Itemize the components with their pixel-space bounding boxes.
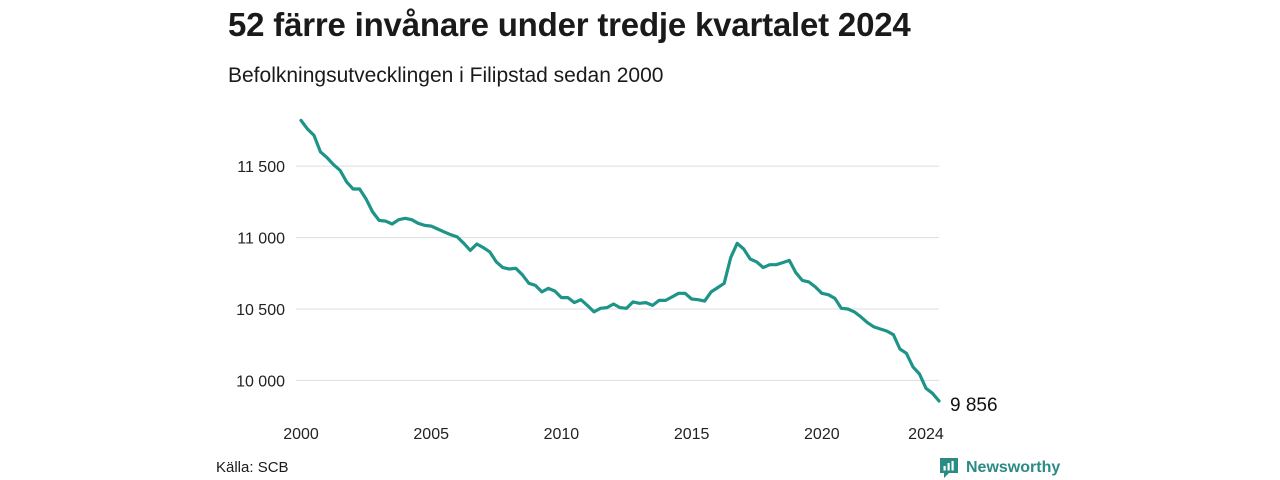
- grid-lines: [296, 165, 939, 381]
- newsworthy-logo-icon: [940, 458, 958, 478]
- chart-subtitle: Befolkningsutvecklingen i Filipstad seda…: [228, 64, 664, 87]
- brand-name: Newsworthy: [966, 459, 1061, 476]
- chart-title: 52 färre invånare under tredje kvartalet…: [228, 6, 911, 43]
- population-line: [299, 118, 941, 403]
- y-tick-label: 10 000: [236, 373, 285, 390]
- y-tick-label: 11 000: [237, 231, 285, 248]
- x-tick-label: 2005: [413, 426, 449, 443]
- x-axis-ticks: 2000 2005 2010 2015 2020 2024: [283, 426, 944, 443]
- x-tick-label: 2000: [283, 426, 319, 443]
- series-layer: [299, 118, 941, 403]
- source-label: Källa: SCB: [216, 459, 289, 476]
- brand-logo[interactable]: Newsworthy: [938, 456, 1060, 480]
- x-tick-label: 2010: [544, 426, 580, 443]
- y-tick-label: 11 500: [237, 159, 285, 176]
- end-value-label: 9 856: [950, 395, 998, 416]
- x-tick-label: 2024: [908, 426, 944, 443]
- x-tick-label: 2015: [674, 426, 710, 443]
- data-labels: 9 856: [950, 395, 998, 416]
- y-axis-ticks: 10 000 10 500 11 000 11 500: [236, 159, 285, 390]
- x-tick-label: 2020: [804, 426, 840, 443]
- y-tick-label: 10 500: [236, 302, 285, 319]
